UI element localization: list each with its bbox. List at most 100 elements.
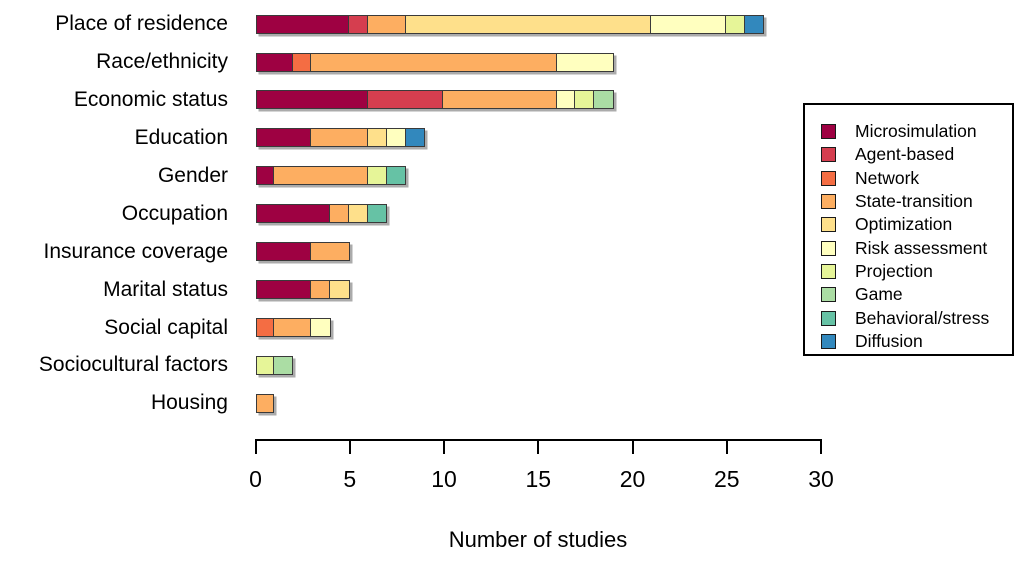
legend-label: Game bbox=[855, 284, 903, 305]
bar-segment-microsimulation bbox=[255, 166, 275, 186]
category-label: Economic status bbox=[73, 87, 228, 111]
legend-item: Risk assessment bbox=[821, 236, 1012, 259]
bar-segment-game bbox=[272, 355, 294, 375]
legend-swatch-game bbox=[821, 287, 836, 303]
bar-segment-state-transition bbox=[367, 14, 407, 34]
bar-segment-risk-assessment bbox=[385, 128, 407, 148]
legend-label: State-transition bbox=[855, 191, 973, 212]
bar-segment-risk-assessment bbox=[555, 52, 614, 72]
bar-segment-state-transition bbox=[310, 52, 558, 72]
bar-segment-optimization bbox=[367, 128, 388, 148]
category-label: Social capital bbox=[104, 315, 228, 339]
bar-segment-state-transition bbox=[442, 90, 558, 110]
category-label: Place of residence bbox=[55, 12, 228, 36]
bar-segment-microsimulation bbox=[255, 14, 350, 34]
x-axis-tick-label: 10 bbox=[431, 466, 457, 492]
x-axis-tick bbox=[820, 438, 822, 454]
legend-item: Microsimulation bbox=[821, 120, 1012, 143]
x-axis-tick-label: 25 bbox=[713, 466, 740, 492]
bar-segment-projection bbox=[574, 90, 595, 110]
bar-segment-microsimulation bbox=[255, 90, 369, 110]
bar-segment-agent-based bbox=[367, 90, 444, 110]
x-axis-tick-label: 20 bbox=[619, 466, 646, 492]
bar-segment-state-transition bbox=[272, 318, 313, 338]
category-label: Sociocultural factors bbox=[38, 353, 228, 377]
x-axis-tick-label: 0 bbox=[249, 466, 262, 492]
bar-segment-projection bbox=[367, 166, 388, 186]
x-axis-tick bbox=[537, 438, 540, 454]
bar-segment-state-transition bbox=[310, 128, 369, 148]
bar-segment-state-transition bbox=[310, 280, 331, 300]
bar-segment-microsimulation bbox=[255, 204, 331, 224]
bar-segment-projection bbox=[725, 14, 746, 34]
category-label: Insurance coverage bbox=[43, 239, 228, 263]
category-label: Gender bbox=[157, 163, 228, 187]
legend-item: Network bbox=[821, 167, 1012, 190]
bar-segment-optimization bbox=[329, 280, 350, 300]
x-axis-title: Number of studies bbox=[448, 527, 628, 552]
x-axis-tick bbox=[443, 438, 445, 454]
bar-segment-optimization bbox=[348, 204, 369, 224]
legend-swatch-optimization bbox=[821, 217, 836, 233]
x-axis-tick bbox=[254, 438, 257, 454]
bar-segment-diffusion bbox=[744, 14, 765, 34]
bar-segment-risk-assessment bbox=[555, 90, 576, 110]
legend-item: Behavioral/stress bbox=[821, 306, 1012, 329]
legend-label: Diffusion bbox=[855, 330, 923, 351]
legend-swatch-network bbox=[821, 170, 836, 186]
legend-item: Diffusion bbox=[821, 330, 1012, 353]
legend-label: Optimization bbox=[855, 214, 953, 235]
legend-item: Optimization bbox=[821, 213, 1012, 236]
legend-entries: Microsimulation Agent-based Network State-t… bbox=[821, 120, 1012, 353]
x-axis-tick bbox=[631, 438, 634, 454]
bar-segment-projection bbox=[255, 355, 275, 375]
x-axis-tick-label: 5 bbox=[343, 466, 357, 492]
bar-segment-behavioral-stress bbox=[385, 166, 407, 186]
bar-segment-network bbox=[255, 318, 275, 338]
x-axis-tick bbox=[348, 438, 351, 454]
legend-item: Agent-based bbox=[821, 143, 1012, 166]
category-label: Occupation bbox=[121, 201, 228, 225]
legend-swatch-microsimulation bbox=[821, 124, 836, 140]
legend-swatch-risk-assessment bbox=[821, 240, 836, 256]
legend-label: Agent-based bbox=[855, 144, 955, 165]
legend-label: Risk assessment bbox=[855, 237, 988, 258]
x-axis-tick bbox=[725, 438, 728, 454]
legend-item: State-transition bbox=[821, 190, 1012, 213]
bar-segment-microsimulation bbox=[255, 128, 313, 148]
legend-swatch-behavioral-stress bbox=[821, 310, 836, 326]
category-label: Housing bbox=[150, 391, 228, 415]
bar-segment-microsimulation bbox=[255, 280, 313, 300]
legend-swatch-diffusion bbox=[821, 333, 836, 349]
category-label: Race/ethnicity bbox=[96, 50, 228, 74]
bar-segment-game bbox=[593, 90, 614, 110]
legend-swatch-state-transition bbox=[821, 194, 836, 210]
bar-segment-risk-assessment bbox=[649, 14, 727, 34]
bar-segment-risk-assessment bbox=[310, 318, 331, 338]
bar-segment-state-transition bbox=[255, 393, 275, 413]
bar-segment-agent-based bbox=[348, 14, 369, 34]
bar-segment-state-transition bbox=[310, 242, 350, 262]
bar-segment-optimization bbox=[404, 14, 652, 34]
bar-segment-behavioral-stress bbox=[367, 204, 388, 224]
bar-segment-diffusion bbox=[404, 128, 426, 148]
legend-swatch-projection bbox=[821, 263, 836, 279]
legend-label: Network bbox=[855, 167, 920, 188]
bar-segment-microsimulation bbox=[255, 242, 313, 262]
bar-segment-state-transition bbox=[329, 204, 350, 224]
category-label: Education bbox=[134, 125, 228, 149]
x-axis-tick-label: 30 bbox=[808, 466, 834, 492]
legend-label: Microsimulation bbox=[855, 121, 977, 142]
legend-label: Projection bbox=[855, 260, 933, 281]
bar-segment-microsimulation bbox=[255, 52, 294, 72]
legend-swatch-agent-based bbox=[821, 147, 836, 163]
category-label: Marital status bbox=[103, 277, 228, 301]
bar-segment-state-transition bbox=[272, 166, 369, 186]
bar-segment-network bbox=[291, 52, 313, 72]
legend-item: Projection bbox=[821, 260, 1012, 283]
legend-item: Game bbox=[821, 283, 1012, 306]
legend: Microsimulation Agent-based Network State-t… bbox=[803, 103, 1014, 356]
x-axis-tick-label: 15 bbox=[525, 466, 552, 492]
legend-label: Behavioral/stress bbox=[855, 307, 990, 328]
